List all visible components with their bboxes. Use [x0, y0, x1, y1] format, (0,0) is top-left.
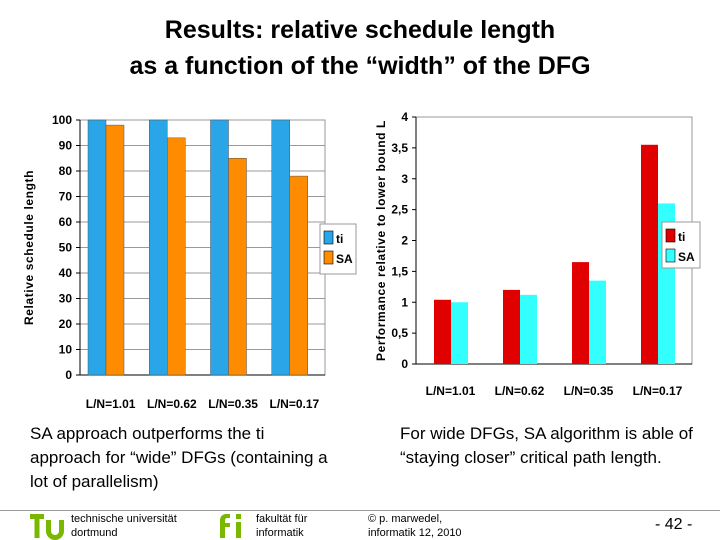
footer-university: technische universität dortmund — [71, 512, 177, 540]
bar-ti-1 — [87, 119, 107, 376]
category-label: L/N=1.01 — [426, 384, 476, 398]
category-label: L/N=0.62 — [147, 397, 197, 411]
y-tick-label: 50 — [59, 241, 73, 255]
legend-label-ti: ti — [336, 232, 343, 246]
y-tick-label: 90 — [59, 139, 73, 153]
legend-swatch-SA — [665, 248, 676, 263]
category-label: L/N=0.17 — [633, 384, 683, 398]
relative-schedule-length-chart: 0 10 20 30 40 50 60 70 80 90 100 L/N=1.01 L/N=0.62 L/… — [20, 108, 365, 415]
bar-ti-2 — [149, 119, 168, 376]
y-tick-label: 20 — [59, 317, 73, 331]
footer-university-line2: dortmund — [71, 527, 118, 539]
category-label: L/N=0.35 — [564, 384, 614, 398]
y-tick-label: 3 — [401, 172, 408, 186]
footer-author-line2: informatik 12, 2010 — [368, 527, 462, 539]
tu-logo-icon — [30, 514, 64, 540]
y-tick-label: 1,5 — [391, 264, 408, 278]
legend-label-SA: SA — [336, 252, 353, 266]
category-label: L/N=0.62 — [495, 384, 545, 398]
bar-ti-1 — [434, 299, 451, 364]
legend-swatch-SA — [323, 250, 334, 265]
y-tick-label: 1 — [401, 295, 408, 309]
fi-logo-icon — [220, 514, 241, 538]
bar-SA-1 — [451, 302, 468, 364]
y-tick-label: 80 — [59, 164, 73, 178]
legend-swatch-ti — [323, 230, 334, 245]
page-number: - 42 - — [655, 516, 693, 533]
y-tick-label: 10 — [59, 343, 73, 357]
y-tick-label: 2,5 — [391, 203, 408, 217]
slide-title: Results: relative schedule length as a f… — [0, 12, 720, 84]
y-tick-label: 0 — [401, 357, 408, 371]
title-line-1: Results: relative schedule length — [164, 16, 556, 44]
bar-SA-4 — [289, 175, 308, 376]
bar-ti-4 — [641, 144, 658, 364]
bar-ti-3 — [572, 262, 589, 364]
bar-ti-2 — [503, 289, 520, 364]
y-tick-label: 2 — [401, 234, 408, 248]
title-line-2: as a function of the “width” of the DFG — [129, 52, 591, 80]
y-tick-label: 60 — [59, 215, 73, 229]
bar-SA-2 — [520, 294, 537, 364]
footer-divider — [0, 510, 720, 511]
caption-right: For wide DFGs, SA algorithm is able of “… — [400, 424, 693, 467]
legend-swatch-ti — [665, 228, 676, 243]
footer-author-line1: © p. marwedel, — [368, 513, 443, 525]
y-tick-label: 100 — [52, 113, 72, 127]
y-tick-label: 3,5 — [391, 141, 408, 155]
bar-SA-3 — [589, 280, 606, 364]
footer-faculty-line1: fakultät für — [256, 513, 308, 525]
footer-faculty: fakultät für informatik — [256, 512, 307, 540]
bar-SA-1 — [105, 124, 125, 376]
footer-university-line1: technische universität — [71, 513, 177, 525]
bar-SA-3 — [228, 158, 247, 376]
relative-schedule-length-svg: 0 10 20 30 40 50 60 70 80 90 100 L/N=1.01 L/N=0.62 L/… — [22, 113, 357, 411]
legend-label-ti: ti — [678, 230, 685, 244]
y-tick-label: 0,5 — [391, 326, 408, 340]
y-tick-label: 70 — [59, 190, 73, 204]
y-tick-label: 40 — [59, 266, 73, 280]
bar-ti-3 — [210, 119, 229, 376]
category-label: L/N=0.35 — [208, 397, 258, 411]
legend-label-SA: SA — [678, 250, 695, 264]
category-label: L/N=1.01 — [86, 397, 136, 411]
caption-left: SA approach outperforms the ti approach … — [30, 424, 328, 491]
category-label: L/N=0.17 — [270, 397, 320, 411]
performance-vs-lower-bound-chart: 0 0,5 1 1,5 2 2,5 3 3,5 4 L/N=1.01 L/N=0.62 L/N=0.3… — [372, 92, 707, 415]
y-tick-label: 30 — [59, 292, 73, 306]
performance-vs-lower-bound-svg: 0 0,5 1 1,5 2 2,5 3 3,5 4 L/N=1.01 L/N=0.62 L/N=0.3… — [374, 110, 701, 398]
y-axis-label: Relative schedule length — [22, 170, 36, 325]
y-tick-label: 0 — [65, 368, 72, 382]
y-tick-label: 4 — [401, 110, 408, 124]
footer-faculty-line2: informatik — [256, 527, 304, 539]
footer-author: © p. marwedel, informatik 12, 2010 — [368, 512, 462, 540]
bar-SA-2 — [167, 137, 186, 376]
y-axis-label: Performance relative to lower bound L — [374, 120, 388, 361]
bar-ti-4 — [271, 119, 290, 376]
